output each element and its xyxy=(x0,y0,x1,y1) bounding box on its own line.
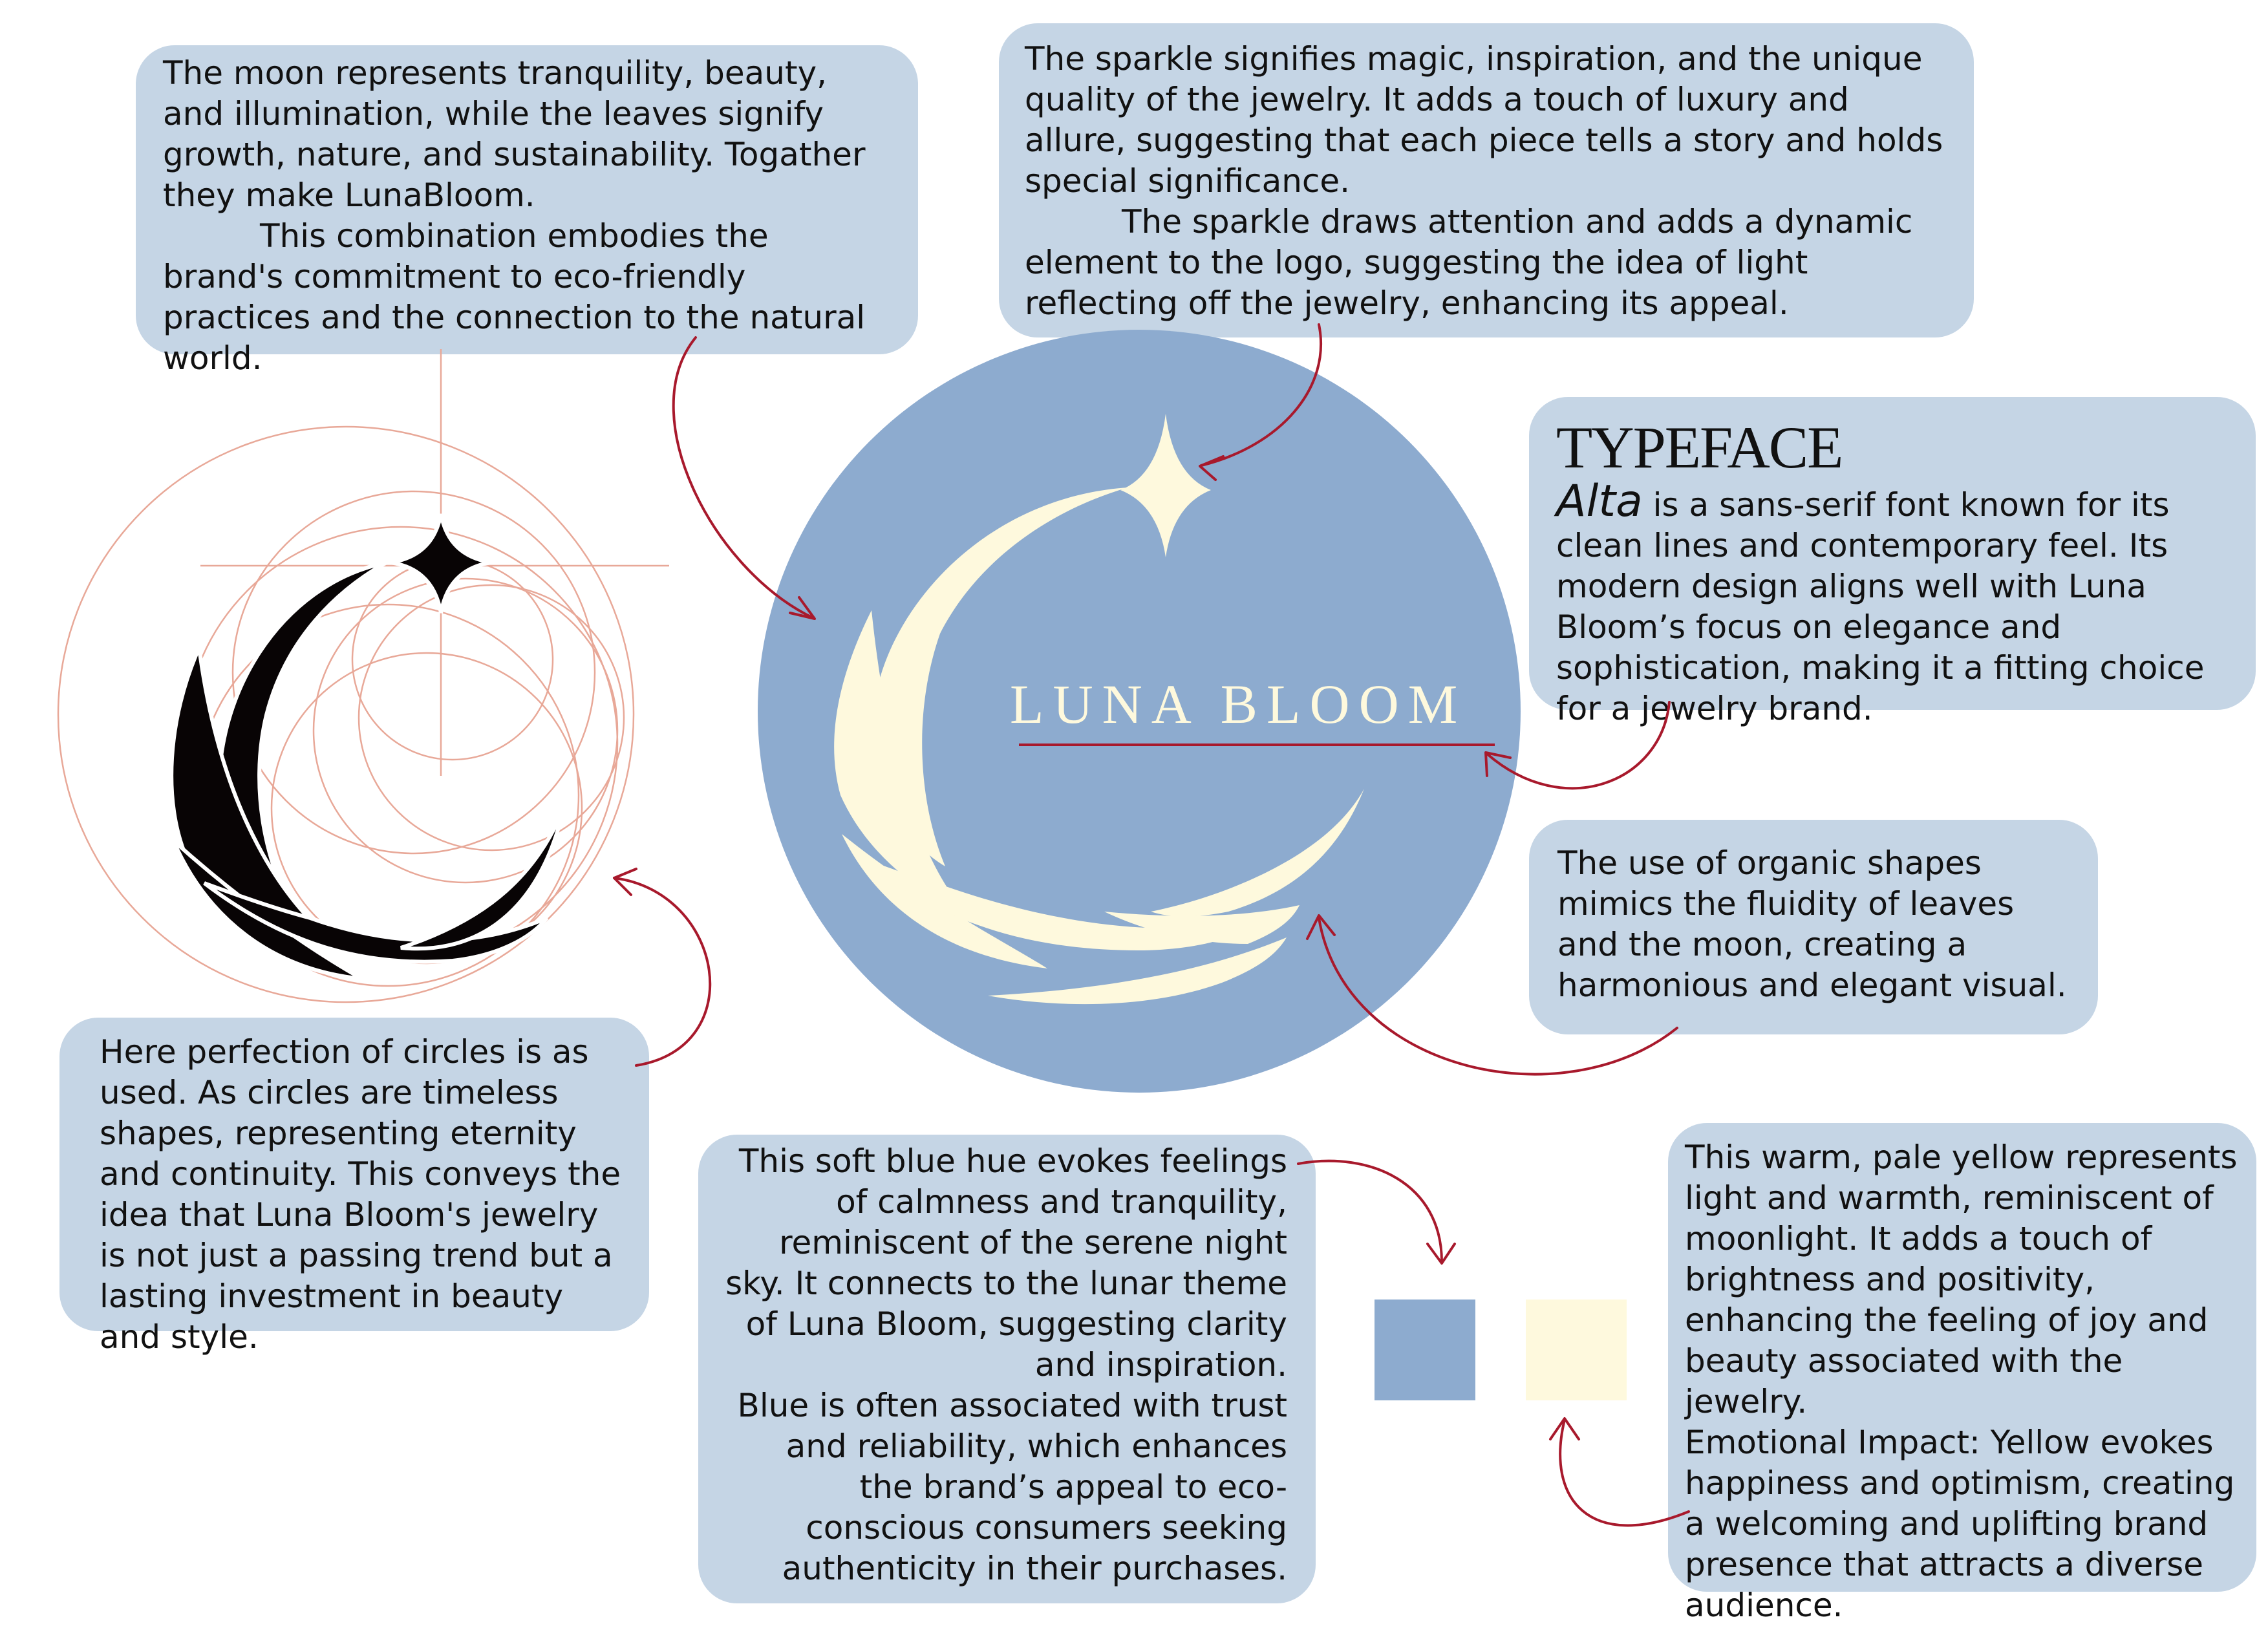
sparkle-icon xyxy=(1120,414,1211,557)
blue-color-swatch xyxy=(1375,1300,1475,1400)
arrow-moon-to-logo xyxy=(672,336,816,620)
logo-cream-shapes xyxy=(834,414,1364,1005)
callout-sparkle: The sparkle signifies magic, inspiration… xyxy=(999,23,1974,337)
guide-circle xyxy=(57,425,635,1003)
callout-organic-shapes: The use of organic shapes mimics the flu… xyxy=(1529,820,2098,1034)
logo-wordmark: LUNA BLOOM xyxy=(1010,673,1466,735)
typeface-description: Alta is a sans-serif font known for its … xyxy=(1556,480,2239,729)
callout-organic-shapes-text: The use of organic shapes mimics the flu… xyxy=(1557,844,2067,1004)
leaf-icon xyxy=(988,937,1287,1005)
leaf-icon xyxy=(834,610,970,918)
callout-blue-hue-text-2: Blue is often associated with trust and … xyxy=(737,1387,1287,1587)
callout-yellow-text-1: This warm, pale yellow represents light … xyxy=(1685,1139,2238,1420)
leaf-black-shape xyxy=(400,807,566,951)
yellow-color-swatch xyxy=(1526,1300,1627,1400)
callout-moon-leaves: The moon represents tranquility, beauty,… xyxy=(136,45,918,377)
arrow-typeface-to-wordmark xyxy=(1484,701,1671,790)
leaf-icon xyxy=(1151,789,1364,917)
logo-black-silhouette xyxy=(169,513,566,981)
typeface-heading: TYPEFACE xyxy=(1556,414,1843,480)
callout-blue-hue-text-1: This soft blue hue evokes feelings of ca… xyxy=(725,1142,1287,1384)
arrow-yellow-text-to-swatch xyxy=(1549,1417,1690,1527)
callout-blue-hue: This soft blue hue evokes feelings of ca… xyxy=(698,1135,1316,1603)
callout-typeface: TYPEFACE Alta is a sans-serif font known… xyxy=(1529,397,2256,727)
arrow-circles-to-construction xyxy=(613,868,712,1067)
callout-circles: Here perfection of circles is as used. A… xyxy=(59,1018,649,1356)
font-name: Alta xyxy=(1556,476,1643,527)
crescent-moon-icon xyxy=(872,487,1128,866)
guide-circle xyxy=(358,584,625,851)
guide-circle xyxy=(312,577,619,884)
callout-moon-leaves-text-1: The moon represents tranquility, beauty,… xyxy=(163,54,866,214)
sparkle-black-shape xyxy=(390,513,492,614)
callout-yellow: This warm, pale yellow represents light … xyxy=(1668,1123,2256,1624)
arrow-blue-text-to-swatch xyxy=(1297,1159,1456,1265)
leaf-icon xyxy=(853,853,1267,950)
leaf-icon xyxy=(1104,905,1300,944)
callout-sparkle-text-2: The sparkle draws attention and adds a d… xyxy=(1025,203,1913,322)
arrow-organic-to-leaves xyxy=(1306,914,1678,1076)
callout-circles-text: Here perfection of circles is as used. A… xyxy=(100,1033,621,1356)
guide-circle xyxy=(231,490,596,855)
typeface-body: is a sans-serif font known for its clean… xyxy=(1556,486,2205,727)
callout-moon-leaves-text-2: This combination embodies the brand's co… xyxy=(163,217,866,377)
callout-sparkle-text-1: The sparkle signifies magic, inspiration… xyxy=(1025,40,1943,200)
callout-yellow-text-2: Emotional Impact: Yellow evokes happines… xyxy=(1685,1424,2235,1624)
arrow-sparkle-to-star xyxy=(1199,323,1323,481)
